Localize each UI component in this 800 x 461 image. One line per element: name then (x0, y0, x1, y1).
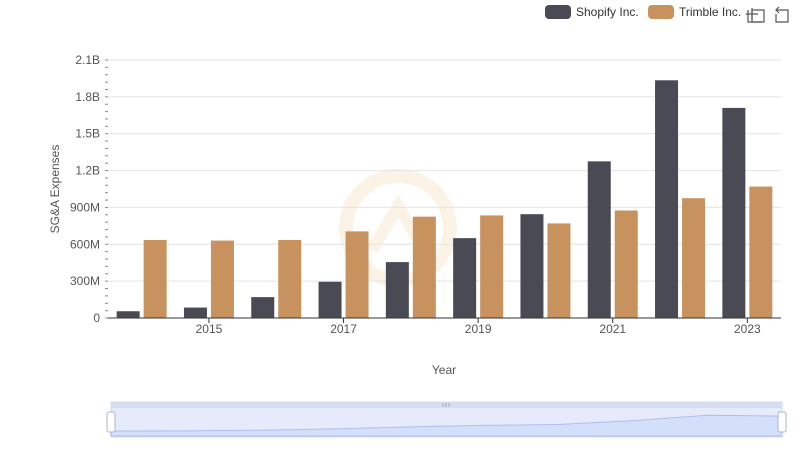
bar-trimble-2019[interactable] (480, 215, 504, 318)
bar-shopify-2016[interactable] (251, 297, 275, 318)
bar-trimble-2021[interactable] (614, 210, 638, 319)
slider-grip-icon[interactable] (442, 403, 450, 407)
x-tick-label: 2023 (734, 322, 761, 336)
slider-left-handle[interactable] (106, 411, 116, 433)
bar-trimble-2014[interactable] (143, 239, 167, 318)
x-tick-label: 2021 (599, 322, 626, 336)
bar-trimble-2015[interactable] (210, 240, 234, 318)
bar-shopify-2020[interactable] (520, 214, 544, 318)
x-axis-title: Year (432, 363, 456, 377)
x-tick-label: 2015 (196, 322, 223, 336)
legend-item-shopify[interactable]: Shopify Inc. (545, 5, 639, 19)
bar-trimble-2020[interactable] (547, 223, 571, 318)
x-axis: 2015 2017 2019 2021 2023 (108, 317, 781, 336)
y-tick-label: 0 (93, 311, 100, 325)
grid-lines (108, 59, 781, 319)
legend-label-shopify: Shopify Inc. (576, 5, 639, 19)
bar-shopify-2014[interactable] (116, 311, 140, 318)
legend-swatch-trimble (648, 5, 674, 19)
bar-shopify-2017[interactable] (318, 281, 342, 318)
bar-trimble-2018[interactable] (412, 216, 436, 318)
slider-selection (111, 408, 782, 437)
y-tick-label: 1.5B (75, 127, 100, 141)
y-tick-label: 600M (70, 237, 100, 251)
y-tick-label: 1.2B (75, 164, 100, 178)
bar-shopify-2022[interactable] (655, 80, 679, 319)
bar-shopify-2018[interactable] (385, 262, 409, 318)
legend-swatch-shopify (545, 5, 571, 19)
bar-trimble-2017[interactable] (345, 231, 369, 318)
bar-shopify-2019[interactable] (453, 238, 477, 318)
reset-zoom-icon[interactable] (775, 6, 789, 23)
bar-trimble-2023[interactable] (749, 186, 773, 318)
bar-shopify-2021[interactable] (587, 161, 611, 318)
bar-trimble-2022[interactable] (682, 198, 706, 318)
y-tick-label: 1.8B (75, 90, 100, 104)
x-tick-label: 2019 (465, 322, 492, 336)
legend: Shopify Inc. Trimble Inc. (545, 5, 741, 19)
x-tick-label: 2017 (330, 322, 357, 336)
slider-right-handle[interactable] (777, 411, 787, 433)
y-axis-title: SG&A Expenses (48, 145, 62, 234)
bar-shopify-2015[interactable] (183, 307, 207, 318)
bar-trimble-2016[interactable] (278, 239, 302, 318)
zoom-select-icon[interactable] (746, 8, 765, 23)
y-axis: 0 300M 600M 900M 1.2B 1.5B 1.8B 2.1B (70, 53, 108, 325)
legend-label-trimble: Trimble Inc. (679, 5, 741, 19)
data-zoom-slider[interactable] (106, 401, 787, 438)
legend-item-trimble[interactable]: Trimble Inc. (648, 5, 741, 19)
y-tick-label: 2.1B (75, 53, 100, 67)
y-tick-label: 900M (70, 200, 100, 214)
y-tick-label: 300M (70, 274, 100, 288)
bars (116, 80, 773, 319)
bar-shopify-2023[interactable] (722, 107, 746, 319)
